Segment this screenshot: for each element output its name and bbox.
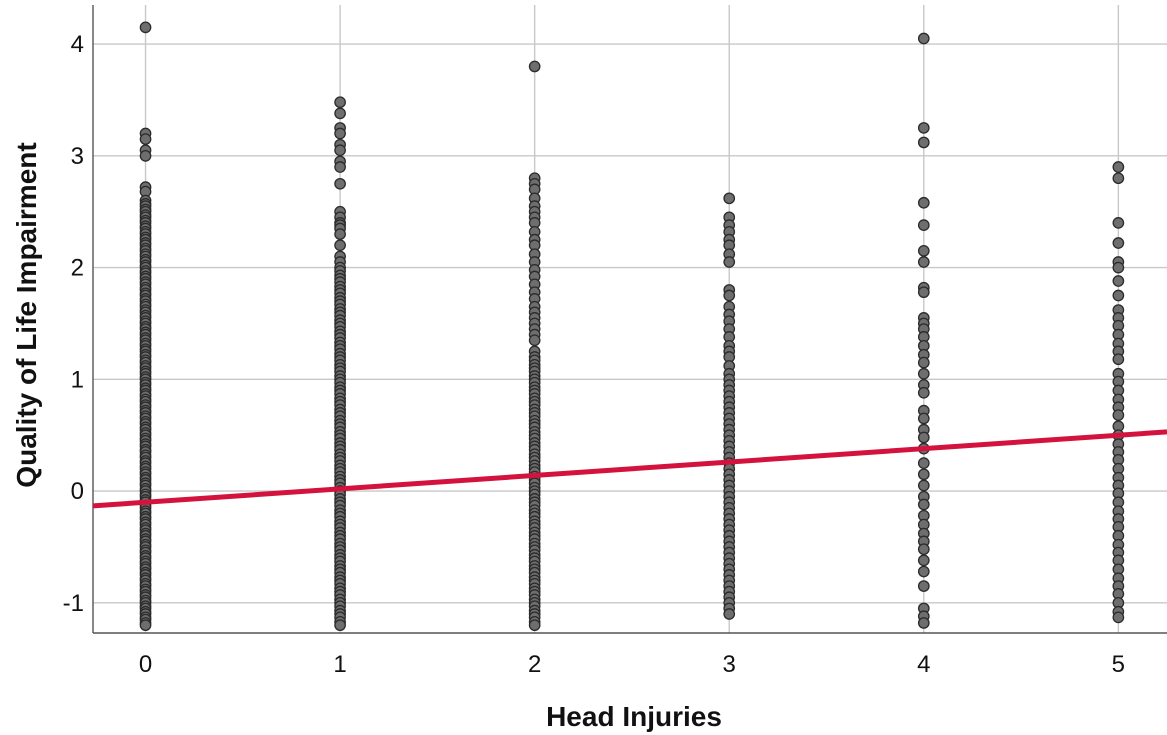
- data-point: [1112, 275, 1125, 287]
- data-point: [917, 412, 930, 425]
- data-point: [917, 136, 930, 149]
- data-point: [917, 286, 930, 299]
- x-tick-label: 2: [528, 651, 541, 678]
- data-point: [528, 334, 541, 347]
- tick-labels-layer: -1 0 1 2 3 4 0 1 2 3 4 5: [63, 31, 1125, 678]
- fit-line: [92, 429, 1167, 509]
- data-point: [917, 565, 930, 578]
- data-point: [1112, 409, 1125, 421]
- y-tick-label: 3: [71, 143, 84, 170]
- data-point: [139, 150, 152, 162]
- data-point: [1112, 161, 1125, 173]
- data-point: [917, 554, 930, 567]
- data-point: [917, 356, 930, 369]
- data-point: [917, 543, 930, 556]
- data-point: [917, 219, 930, 231]
- data-point: [1112, 217, 1125, 229]
- y-tick-label: 2: [71, 255, 84, 282]
- data-point: [917, 580, 930, 592]
- y-axis-title: Quality of Life Impairment: [11, 142, 42, 487]
- data-point: [1112, 261, 1125, 274]
- data-point: [334, 96, 346, 109]
- data-point: [917, 386, 930, 399]
- data-point: [917, 617, 930, 629]
- data-point: [1112, 611, 1125, 624]
- data-point: [334, 144, 346, 157]
- data-point: [917, 122, 930, 134]
- y-tick-label: 1: [71, 366, 84, 393]
- data-point: [528, 619, 541, 632]
- data-point: [334, 161, 346, 173]
- data-point: [139, 133, 152, 145]
- y-tick-label: 4: [71, 31, 84, 58]
- data-point: [139, 21, 152, 34]
- data-point: [1112, 353, 1125, 366]
- data-point: [917, 431, 930, 444]
- y-tick-label: 0: [71, 478, 84, 505]
- axis-layer: [92, 5, 1167, 634]
- data-point: [917, 244, 930, 257]
- data-point: [917, 457, 930, 469]
- data-point: [917, 498, 930, 511]
- data-point: [917, 367, 930, 380]
- data-point: [723, 608, 736, 620]
- grid-layer: [93, 5, 1167, 633]
- data-point: [334, 228, 346, 240]
- data-point: [917, 468, 930, 481]
- data-point: [723, 289, 736, 302]
- data-point: [334, 239, 346, 252]
- data-point: [723, 256, 736, 268]
- x-tick-label: 3: [723, 651, 736, 678]
- data-point: [334, 127, 346, 140]
- data-point: [528, 60, 541, 73]
- x-tick-label: 1: [333, 651, 346, 678]
- data-point: [1112, 172, 1125, 185]
- data-point: [1112, 289, 1125, 302]
- data-point: [723, 192, 736, 205]
- data-point: [139, 619, 152, 632]
- data-point: [917, 196, 930, 209]
- data-point: [917, 256, 930, 268]
- data-point: [917, 479, 930, 492]
- x-tick-label: 0: [139, 651, 152, 678]
- data-point: [334, 177, 346, 190]
- data-point: [1112, 237, 1125, 249]
- fit-line-layer: [92, 429, 1167, 509]
- y-tick-label: -1: [63, 590, 84, 617]
- points-layer: [139, 21, 1125, 632]
- data-point: [334, 107, 346, 120]
- data-point: [334, 619, 346, 632]
- x-tick-label: 5: [1112, 651, 1125, 678]
- data-point: [917, 32, 930, 45]
- x-axis-title: Head Injuries: [546, 701, 722, 732]
- x-tick-label: 4: [917, 651, 930, 678]
